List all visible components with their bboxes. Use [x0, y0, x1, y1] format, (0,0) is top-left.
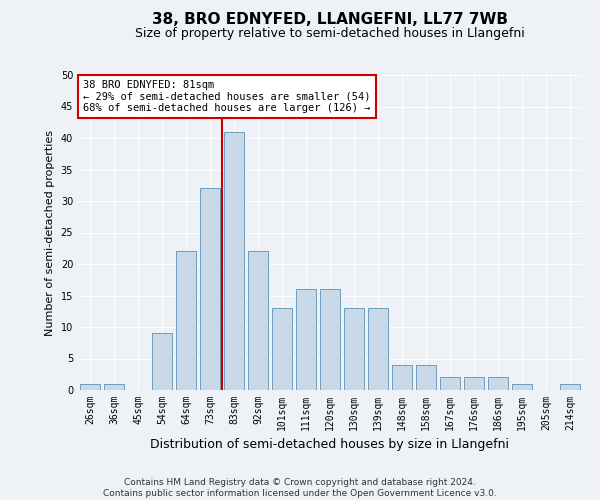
X-axis label: Distribution of semi-detached houses by size in Llangefni: Distribution of semi-detached houses by … — [151, 438, 509, 452]
Bar — [344, 308, 364, 390]
Text: Size of property relative to semi-detached houses in Llangefni: Size of property relative to semi-detach… — [135, 28, 525, 40]
Bar — [416, 365, 436, 390]
Bar — [248, 252, 268, 390]
Bar — [296, 289, 316, 390]
Bar — [512, 384, 532, 390]
Bar — [560, 384, 580, 390]
Bar — [176, 252, 196, 390]
Bar — [392, 365, 412, 390]
Text: Contains HM Land Registry data © Crown copyright and database right 2024.
Contai: Contains HM Land Registry data © Crown c… — [103, 478, 497, 498]
Bar — [152, 334, 172, 390]
Bar — [80, 384, 100, 390]
Y-axis label: Number of semi-detached properties: Number of semi-detached properties — [45, 130, 55, 336]
Text: 38 BRO EDNYFED: 81sqm
← 29% of semi-detached houses are smaller (54)
68% of semi: 38 BRO EDNYFED: 81sqm ← 29% of semi-deta… — [83, 80, 371, 113]
Bar — [320, 289, 340, 390]
Text: 38, BRO EDNYFED, LLANGEFNI, LL77 7WB: 38, BRO EDNYFED, LLANGEFNI, LL77 7WB — [152, 12, 508, 28]
Bar — [368, 308, 388, 390]
Bar — [464, 378, 484, 390]
Bar — [440, 378, 460, 390]
Bar — [224, 132, 244, 390]
Bar — [200, 188, 220, 390]
Bar — [272, 308, 292, 390]
Bar — [488, 378, 508, 390]
Bar — [104, 384, 124, 390]
